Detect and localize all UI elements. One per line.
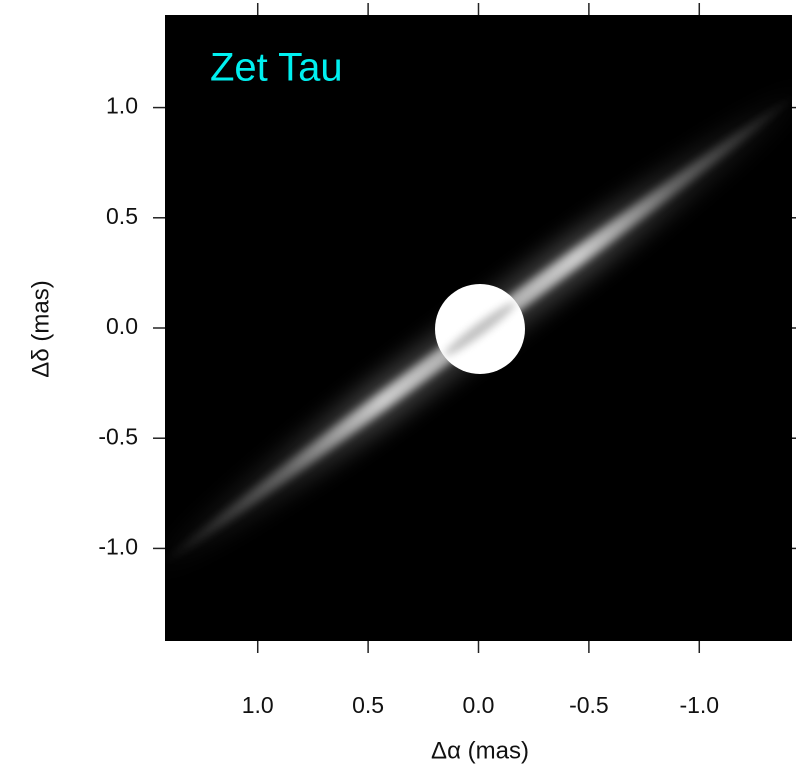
x-tick-label: 0.0 (463, 692, 495, 718)
x-tick-label: 0.5 (352, 692, 384, 718)
x-tick-label: 1.0 (242, 692, 274, 718)
x-axis-label: Δα (mas) (431, 737, 529, 764)
y-tick-label: 0.0 (106, 313, 138, 339)
annotation: Zet Tau (210, 46, 343, 90)
y-tick-label: -0.5 (98, 423, 138, 449)
y-tick-label: 1.0 (106, 93, 138, 119)
chart: Zet Tau Δα (mas) Δδ (mas) 1.0 0.5 0.0 -0.5 -… (0, 0, 796, 773)
y-tick-label: -1.0 (98, 534, 138, 560)
y-tick-label: 0.5 (106, 203, 138, 229)
x-tick-label: -1.0 (679, 692, 719, 718)
y-axis-label: Δδ (mas) (27, 280, 54, 377)
x-tick-label: -0.5 (569, 692, 609, 718)
